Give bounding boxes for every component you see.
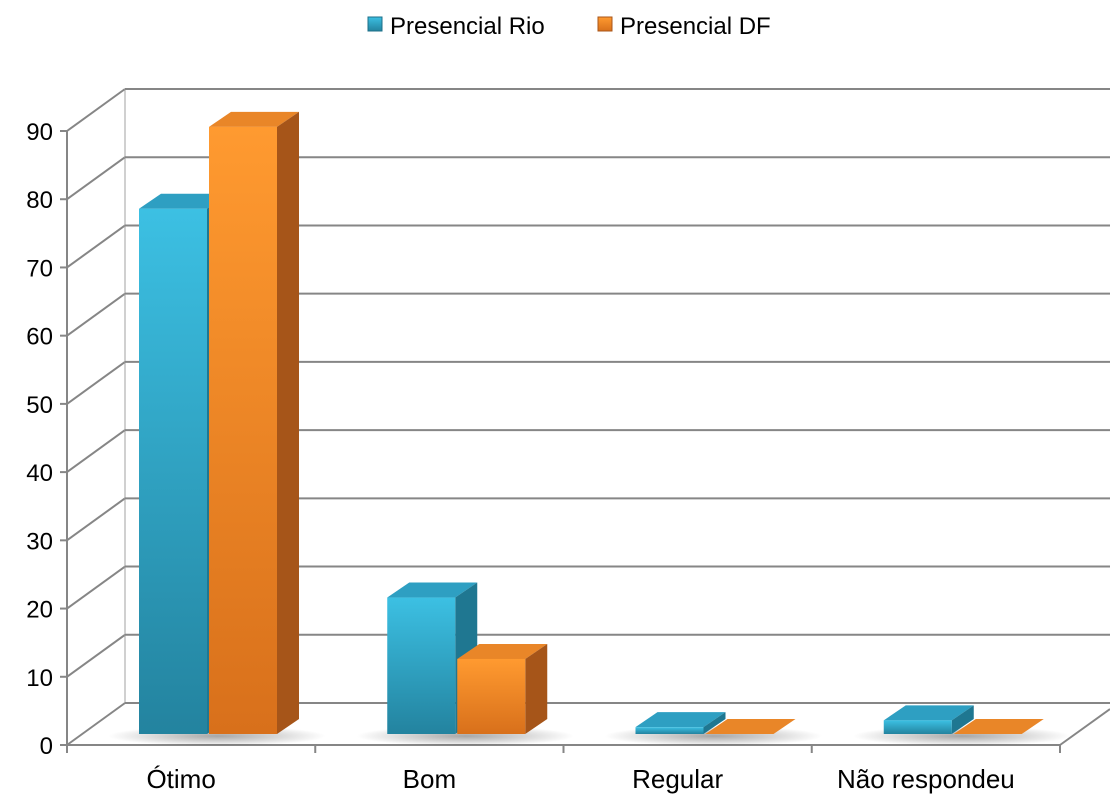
bar-presencial-rio-nao-respondeu [883, 705, 974, 734]
x-category-label: Regular [632, 764, 723, 794]
bar-front-face [635, 727, 704, 734]
y-tick-label: 90 [26, 119, 53, 146]
side-wall-gridline [66, 88, 126, 132]
side-wall-gridline [66, 429, 126, 473]
bar-front-face [883, 720, 952, 734]
bar-presencial-df-otimo [209, 111, 299, 735]
x-axis-category-labels: Ótimo Bom Regular Não respondeu [146, 764, 1014, 794]
bars [108, 111, 1071, 746]
side-wall-gridline [66, 633, 126, 678]
side-wall-gridline [66, 361, 126, 405]
bar-top-face [387, 582, 478, 598]
bar-top-face [635, 712, 726, 728]
floor-right-edge [1059, 708, 1110, 746]
x-category-label: Ótimo [146, 764, 215, 794]
legend-label-presencial-rio: Presencial Rio [390, 13, 545, 40]
bar-top-face [953, 719, 1044, 734]
chart-axes [60, 130, 1110, 753]
y-tick-label: 0 [40, 733, 53, 760]
side-wall-gridline [66, 565, 126, 610]
side-wall-gridline [66, 292, 126, 337]
side-wall-gridline [66, 156, 126, 201]
y-tick-label: 70 [26, 255, 53, 282]
x-category-label: Não respondeu [837, 764, 1015, 794]
y-axis-tick-labels: 0 10 20 30 40 50 60 70 80 90 [26, 119, 53, 760]
bar-top-face [457, 643, 548, 659]
y-tick-label: 10 [26, 665, 53, 692]
side-wall-gridline [66, 497, 126, 542]
bar-side-face [951, 705, 974, 734]
legend-swatch-presencial-df [597, 16, 613, 32]
y-tick-label: 40 [26, 460, 53, 487]
bar-side-face [525, 643, 548, 734]
chart-walls [66, 88, 126, 746]
y-tick-label: 60 [26, 324, 53, 351]
bar-presencial-df-bom [457, 643, 548, 734]
chart-legend: Presencial Rio Presencial DF [367, 13, 771, 40]
bar-top-face [705, 719, 796, 734]
bar-front-face [387, 597, 456, 734]
y-tick-label: 20 [26, 597, 53, 624]
bar-front-face [139, 208, 207, 734]
bar-front-face [209, 126, 277, 735]
bar-top-face [883, 705, 974, 721]
bar-presencial-rio-regular [635, 712, 726, 734]
bar-top-face [209, 111, 299, 127]
side-wall-gridline [66, 702, 126, 746]
bar-side-face [703, 712, 726, 734]
bar-front-face [457, 658, 526, 734]
bar-presencial-df-regular [705, 719, 796, 734]
bar-top-face [139, 193, 229, 209]
side-wall-gridline [66, 224, 126, 269]
bar-presencial-df-nao-respondeu [953, 719, 1044, 734]
bar-side-face [277, 111, 299, 735]
legend-label-presencial-df: Presencial DF [620, 13, 771, 40]
y-tick-label: 30 [26, 528, 53, 555]
y-tick-label: 50 [26, 392, 53, 419]
x-category-label: Bom [403, 764, 456, 794]
legend-swatch-presencial-rio [367, 16, 383, 32]
y-tick-label: 80 [26, 187, 53, 214]
